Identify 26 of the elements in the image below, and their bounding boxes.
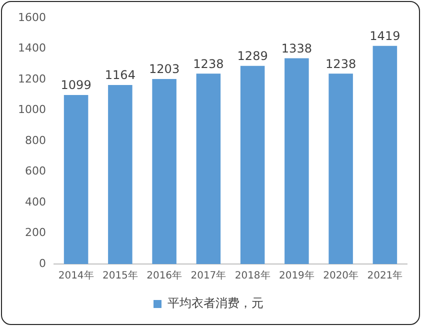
x-tick-label: 2021年	[367, 270, 403, 282]
legend-label: 平均衣者消费，元	[168, 296, 264, 310]
data-label: 1338	[281, 41, 312, 56]
y-tick-label: 600	[24, 164, 46, 178]
x-tick-label: 2020年	[323, 270, 359, 282]
x-tick-label: 2016年	[146, 270, 182, 282]
data-label: 1238	[326, 56, 356, 71]
x-tick-label: 2014年	[58, 270, 94, 282]
data-label: 1289	[237, 48, 268, 63]
x-tick-label: 2017年	[190, 270, 226, 282]
x-tick-label: 2018年	[234, 270, 270, 282]
data-label: 1203	[149, 62, 180, 76]
y-tick-label: 1400	[18, 42, 46, 55]
y-tick-label: 400	[24, 195, 46, 208]
x-tick-label: 2019年	[278, 270, 314, 282]
data-label: 1419	[370, 28, 400, 43]
y-tick-label: 200	[24, 226, 46, 240]
x-tick-label: 2015年	[102, 270, 138, 282]
y-tick-label: 0	[38, 256, 46, 270]
data-label: 1238	[193, 56, 224, 71]
y-tick-label: 1000	[18, 103, 46, 116]
y-tick-label: 1600	[18, 10, 46, 24]
y-tick-label: 1200	[18, 72, 46, 86]
data-label: 1164	[104, 68, 136, 82]
y-tick-label: 800	[24, 134, 46, 147]
data-label: 1099	[60, 78, 92, 92]
